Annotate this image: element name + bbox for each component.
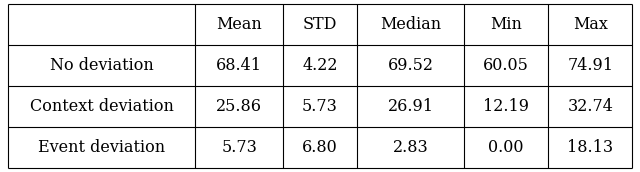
Text: 6.80: 6.80 — [302, 139, 338, 156]
Text: 60.05: 60.05 — [483, 57, 529, 74]
Text: Context deviation: Context deviation — [29, 98, 173, 115]
Text: 69.52: 69.52 — [388, 57, 434, 74]
Text: Median: Median — [380, 16, 441, 33]
Text: 0.00: 0.00 — [488, 139, 524, 156]
Text: 18.13: 18.13 — [567, 139, 613, 156]
Text: 2.83: 2.83 — [393, 139, 429, 156]
Text: 5.73: 5.73 — [302, 98, 338, 115]
Text: 5.73: 5.73 — [221, 139, 257, 156]
Text: 25.86: 25.86 — [216, 98, 262, 115]
Text: Event deviation: Event deviation — [38, 139, 165, 156]
Text: 68.41: 68.41 — [216, 57, 262, 74]
Text: 74.91: 74.91 — [567, 57, 613, 74]
Text: 32.74: 32.74 — [567, 98, 613, 115]
Text: 26.91: 26.91 — [388, 98, 434, 115]
Text: Max: Max — [573, 16, 608, 33]
Text: STD: STD — [303, 16, 337, 33]
Text: 12.19: 12.19 — [483, 98, 529, 115]
Text: No deviation: No deviation — [50, 57, 154, 74]
Text: Mean: Mean — [216, 16, 262, 33]
Text: 4.22: 4.22 — [302, 57, 338, 74]
Text: Min: Min — [490, 16, 522, 33]
